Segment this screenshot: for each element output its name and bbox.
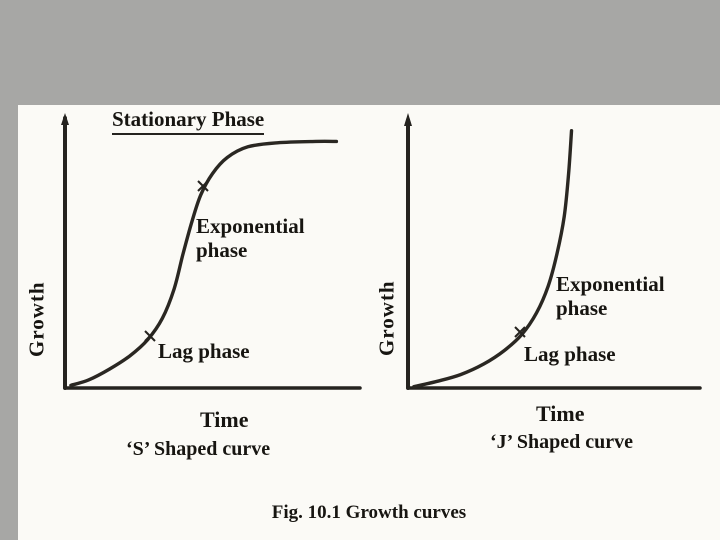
figure-caption: Fig. 10.1 Growth curves <box>271 502 467 523</box>
x-axis-label-right: Time <box>536 401 585 426</box>
j-curve-line <box>412 129 574 389</box>
exponential-phase-line2: phase <box>196 238 248 263</box>
exponential-phase-line1: Exponential <box>196 214 305 238</box>
s-curve-marker-lower <box>144 330 156 342</box>
lag-phase-label-right: Lag phase <box>524 342 616 366</box>
stationary-phase-label: Stationary Phase <box>112 107 265 136</box>
s-curve-y-axis-arrow-icon <box>61 113 69 125</box>
j-curve-marker <box>514 326 526 338</box>
s-curve-plot <box>61 113 362 390</box>
j-curve-plot <box>404 113 702 390</box>
y-axis-label-right: Growth <box>374 280 399 356</box>
exponential-phase-label-left: Exponential phase <box>196 214 305 262</box>
j-curve-y-axis-arrow-icon <box>404 113 412 126</box>
j-curve-title: ‘J’ Shaped curve <box>490 431 633 453</box>
y-axis-label-left: Growth <box>24 281 49 357</box>
exponential-phase-label-right: Exponential phase <box>556 272 665 320</box>
s-curve-marker-upper <box>197 180 209 192</box>
exponential-phase-line2: phase <box>556 296 608 321</box>
s-curve-title: ‘S’ Shaped curve <box>126 438 271 460</box>
figure-panel <box>18 105 720 540</box>
lag-phase-label-left: Lag phase <box>158 339 250 363</box>
x-axis-label-left: Time <box>200 407 249 432</box>
s-curve-line <box>69 139 339 388</box>
exponential-phase-line1: Exponential <box>556 272 665 296</box>
